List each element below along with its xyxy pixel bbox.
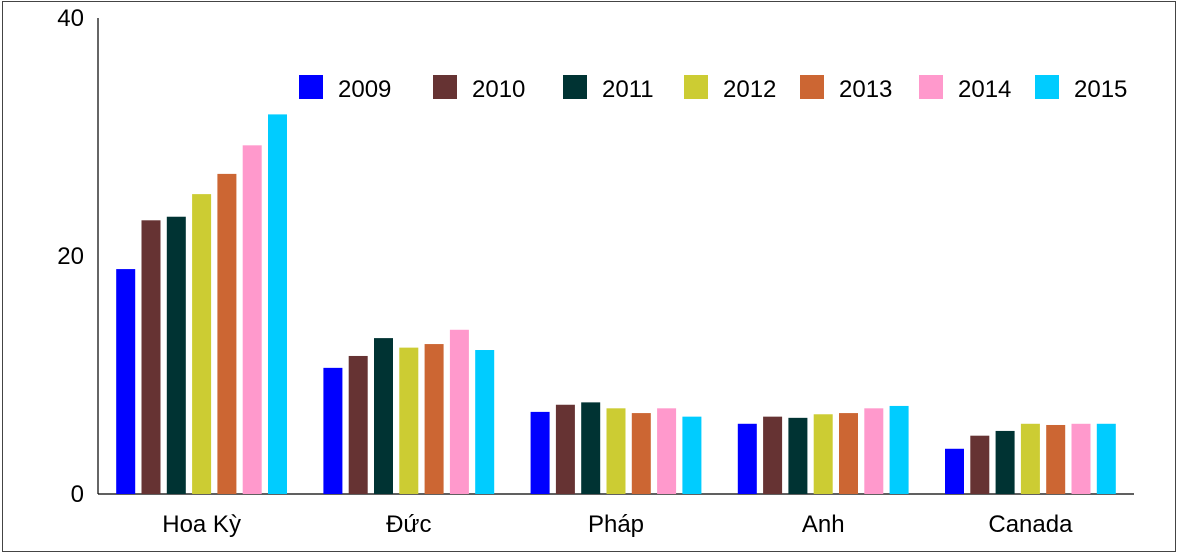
x-category-label: Đức <box>386 511 431 538</box>
x-category-label: Hoa Kỳ <box>162 511 241 538</box>
legend-swatch <box>563 75 587 99</box>
bar <box>737 423 757 494</box>
x-category-label: Canada <box>988 511 1073 538</box>
bar <box>1071 423 1091 494</box>
bar <box>945 448 964 494</box>
bar <box>141 220 161 495</box>
bar <box>788 417 808 494</box>
bar <box>268 114 287 494</box>
y-tick-label: 40 <box>57 5 84 32</box>
bar <box>399 347 419 494</box>
legend-swatch <box>919 75 943 99</box>
bar <box>530 411 550 494</box>
y-tick-label: 20 <box>57 243 84 270</box>
legend-swatch <box>299 75 323 99</box>
bar <box>682 416 702 494</box>
legend-label: 2011 <box>602 76 654 103</box>
bar <box>889 405 909 494</box>
bar <box>116 269 136 494</box>
legend-label: 2009 <box>338 76 391 103</box>
bar <box>424 344 444 494</box>
x-axis-labels: Hoa Kỳ Đức Pháp Anh Canada <box>162 511 1073 538</box>
bar <box>1020 423 1040 494</box>
y-tick-label: 0 <box>71 481 84 508</box>
legend: 2009 2010 2011 2012 2013 2014 2015 <box>299 75 1127 103</box>
legend-label: 2013 <box>839 76 892 103</box>
bar <box>1096 423 1116 494</box>
bar <box>995 430 1015 494</box>
bar <box>449 329 469 494</box>
legend-label: 2012 <box>723 76 776 103</box>
bar <box>555 404 575 494</box>
bar <box>348 355 368 494</box>
bar <box>631 413 651 494</box>
x-category-label: Pháp <box>588 511 644 538</box>
bar <box>763 416 783 494</box>
bar <box>323 367 343 494</box>
legend-label: 2010 <box>472 76 525 103</box>
bar <box>970 435 990 494</box>
y-axis-labels: 0 20 40 <box>57 5 84 508</box>
bar <box>1046 424 1066 494</box>
legend-label: 2015 <box>1074 76 1127 103</box>
x-category-label: Anh <box>802 511 845 538</box>
legend-swatch <box>800 75 824 99</box>
bar <box>242 145 262 494</box>
bar <box>475 350 495 494</box>
bar <box>813 414 833 494</box>
bar <box>581 402 601 494</box>
bar <box>166 216 186 495</box>
bar <box>217 173 237 494</box>
bar <box>657 408 677 494</box>
bar <box>606 408 626 494</box>
bar <box>839 413 858 494</box>
bar <box>374 338 393 494</box>
bar <box>192 194 212 494</box>
legend-swatch <box>433 75 457 99</box>
legend-swatch <box>684 75 708 99</box>
bar <box>864 408 884 494</box>
legend-swatch <box>1035 75 1059 99</box>
legend-label: 2014 <box>958 76 1011 103</box>
bars <box>116 114 1116 495</box>
